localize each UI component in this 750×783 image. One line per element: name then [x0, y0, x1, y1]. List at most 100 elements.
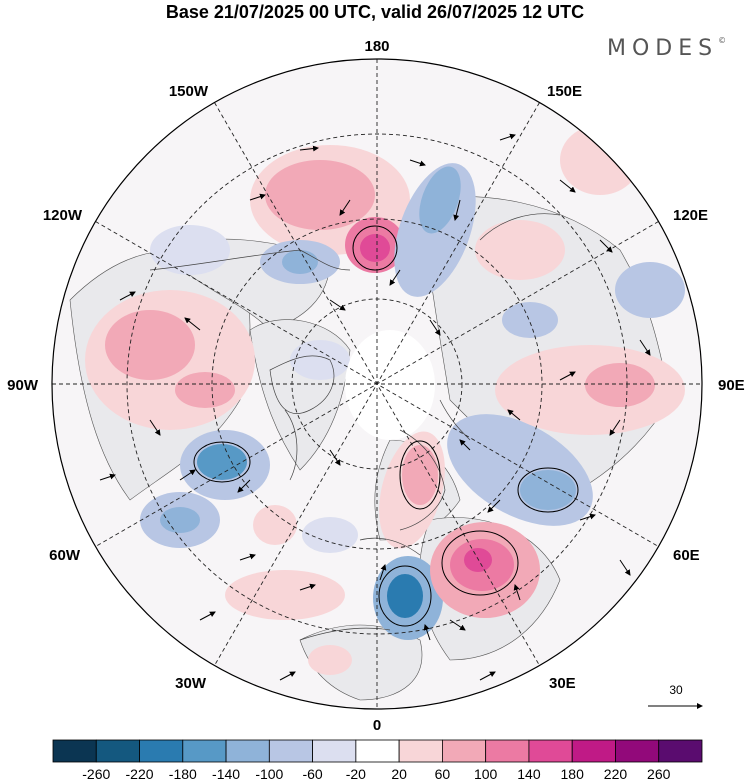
lon-label-60e: 60E [673, 547, 700, 564]
anomaly-labrador-low-core [160, 507, 200, 533]
anomaly-alaska-low-core [282, 250, 318, 274]
wind-arrow [449, 619, 466, 631]
lon-label-30w: 30W [175, 675, 207, 692]
colorbar-tick-label: -220 [126, 766, 154, 782]
lon-label-30e: 30E [549, 675, 576, 692]
anomaly-greenland-high [253, 505, 297, 545]
wind-arrow [379, 564, 387, 581]
lon-label-150w: 150W [169, 83, 209, 100]
graticule [52, 59, 702, 709]
wind-arrow [579, 513, 596, 521]
wind-arrow [239, 553, 256, 561]
brand-name: MODES [607, 36, 719, 61]
wind-arrow [513, 584, 521, 601]
colorbar-swatch [571, 739, 616, 763]
lon-label-90w: 90W [7, 377, 39, 394]
anomaly-shading [85, 125, 685, 675]
colorbar-tick-label: -60 [302, 766, 322, 782]
wind-arrow [99, 473, 116, 481]
colorbar-swatch [182, 739, 227, 763]
vector-scale: 30 [648, 683, 703, 709]
anomaly-canada-high-peak [175, 372, 235, 408]
wind-arrow [479, 671, 496, 681]
colorbar-tick-label: -20 [346, 766, 366, 782]
colorbar: -260 -220 -180 -140 -100 -60 -20 20 60 100 140 180 2… [52, 739, 703, 782]
anomaly-russia-high-peak [464, 548, 492, 572]
anomaly-norway-high-core [402, 445, 438, 505]
vector-scale-label: 30 [669, 683, 683, 697]
colorbar-swatch [615, 739, 660, 763]
wind-arrow [279, 671, 296, 681]
colorbar-swatch [225, 739, 270, 763]
lon-label-120e: 120E [673, 207, 708, 224]
anomaly-pacific-low [615, 262, 685, 318]
brand-logo: MODES© [607, 36, 726, 61]
wind-arrow [429, 319, 441, 336]
wind-arrow [249, 193, 266, 201]
wind-arrow [329, 449, 341, 466]
wind-arrow [559, 179, 576, 193]
colorbar-tick-label: 140 [517, 766, 541, 782]
colorbar-tick-label: 220 [604, 766, 628, 782]
map-disc [51, 58, 703, 710]
wind-arrow [184, 317, 201, 331]
anomaly-arctic-void [345, 330, 435, 440]
colorbar-tick-label: -180 [169, 766, 197, 782]
wind-arrow [609, 419, 621, 436]
wind-arrow [639, 339, 651, 356]
anomaly-baffin-low [150, 225, 230, 275]
wind-vectors [99, 133, 651, 681]
wind-arrow [199, 611, 216, 621]
anomaly-gulf-high [308, 645, 352, 675]
wind-arrow [459, 439, 471, 451]
lon-label-60w: 60W [49, 547, 81, 564]
wind-arrow [299, 145, 319, 152]
wind-arrow [237, 479, 251, 493]
colorbar-swatch [355, 739, 400, 763]
wind-arrow [409, 159, 426, 167]
longitude-labels: 180 150W 150E 120W 120E 90W 90E 60W 60E … [7, 38, 745, 734]
anomaly-east-asia-high [475, 220, 565, 280]
colorbar-swatch [52, 739, 97, 763]
colorbar-swatch [398, 739, 443, 763]
colorbar-swatch [95, 739, 140, 763]
colorbar-swatch [485, 739, 530, 763]
colorbar-tick-label: 60 [435, 766, 451, 782]
wind-arrow [149, 419, 161, 436]
anomaly-siberia-low-core [520, 470, 576, 510]
wind-arrow [599, 239, 613, 253]
anomaly-contours [193, 225, 579, 627]
anomaly-europe-low-core [387, 574, 423, 618]
anomaly-asia-high-core [585, 363, 655, 407]
colorbar-swatch [139, 739, 184, 763]
colorbar-tick-label: 180 [561, 766, 585, 782]
anomaly-arctic-low [290, 340, 350, 380]
anomaly-sw-low [302, 517, 358, 553]
lon-label-90e: 90E [718, 377, 745, 394]
anomaly-central-asia-low [502, 302, 558, 338]
anomaly-hudson-low-core [197, 444, 247, 480]
wind-arrow [487, 499, 501, 513]
map-title: Base 21/07/2025 00 UTC, valid 26/07/2025… [165, 2, 585, 22]
colorbar-tick-label: 100 [474, 766, 498, 782]
anomaly-beaufort-high-mid [265, 160, 375, 230]
wind-arrow [339, 199, 351, 216]
colorbar-tick-label: -260 [82, 766, 110, 782]
colorbar-swatch [528, 739, 573, 763]
coastlines [149, 213, 561, 641]
colorbar-tick-label: 20 [391, 766, 407, 782]
lon-label-150e: 150E [547, 83, 582, 100]
anomaly-canada-high-core [105, 310, 195, 380]
colorbar-swatch [268, 739, 314, 763]
anomaly-pacific-high [560, 125, 640, 195]
wind-arrow [329, 299, 346, 311]
wind-arrow [119, 291, 136, 301]
colorbar-swatch [441, 739, 487, 763]
wind-arrow [453, 199, 461, 221]
anomaly-atlantic-high [225, 570, 345, 620]
wind-arrow [499, 133, 516, 141]
colorbar-swatch [312, 739, 357, 763]
colorbar-tick-label: -100 [255, 766, 283, 782]
wind-arrow [299, 583, 316, 591]
